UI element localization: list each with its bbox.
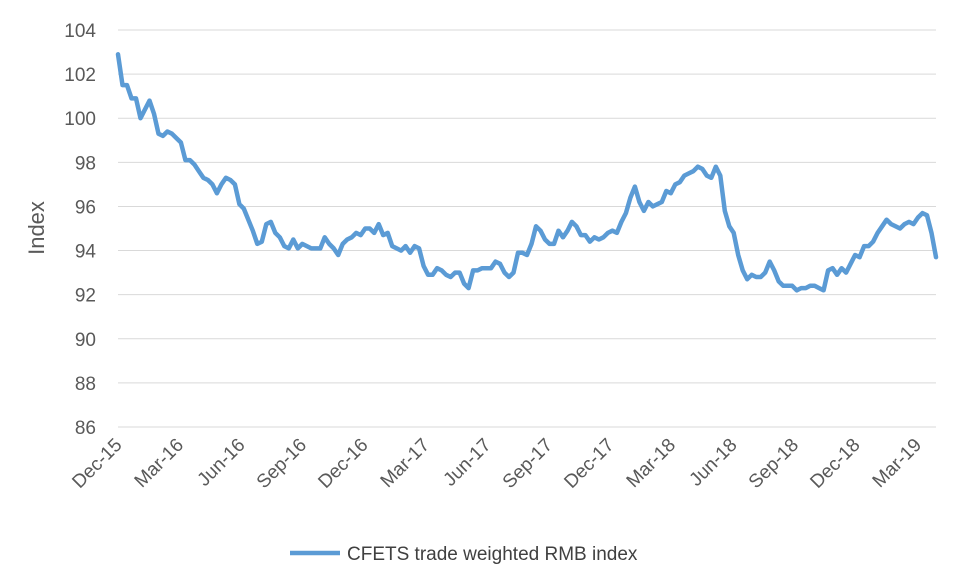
y-tick-label: 90 [75, 330, 96, 351]
x-tick-label: Jun-18 [686, 435, 742, 491]
legend-label: CFETS trade weighted RMB index [347, 544, 638, 565]
x-tick-label: Mar-19 [869, 435, 926, 492]
x-tick-label: Dec-16 [314, 435, 372, 493]
y-axis-label: Index [24, 201, 49, 255]
series-line-cfets-index [115, 52, 939, 293]
x-tick-label: Jun-17 [440, 435, 496, 491]
x-tick-label: Sep-17 [499, 435, 557, 493]
x-tick-label: Mar-18 [623, 435, 680, 492]
y-tick-label: 88 [75, 374, 96, 395]
legend: CFETS trade weighted RMB index [290, 544, 638, 565]
y-tick-label: 98 [75, 153, 96, 174]
x-tick-label: Mar-17 [377, 435, 434, 492]
y-tick-label: 102 [64, 65, 96, 86]
x-tick-label: Sep-16 [253, 435, 311, 493]
x-tick-label: Dec-17 [560, 435, 618, 493]
x-axis-tick-labels: Dec-15 Mar-16 Jun-16 Sep-16 Dec-16 Mar-17 Jun-… [68, 435, 926, 493]
grid-lines [118, 29, 936, 428]
series-layer [115, 52, 939, 293]
y-tick-label: 100 [64, 109, 96, 130]
x-tick-label: Mar-16 [131, 435, 188, 492]
x-tick-label: Jun-16 [194, 435, 250, 491]
y-tick-label: 96 [75, 197, 96, 218]
x-tick-label: Dec-18 [806, 435, 864, 493]
y-tick-label: 92 [75, 286, 96, 307]
y-tick-label: 86 [75, 418, 96, 439]
y-tick-label: 104 [64, 21, 96, 42]
x-tick-label: Dec-15 [68, 435, 126, 493]
y-tick-label: 94 [75, 242, 97, 263]
y-axis-tick-labels: 86 88 90 92 94 96 98 100 102 104 [64, 21, 96, 439]
x-tick-label: Sep-18 [745, 435, 803, 493]
